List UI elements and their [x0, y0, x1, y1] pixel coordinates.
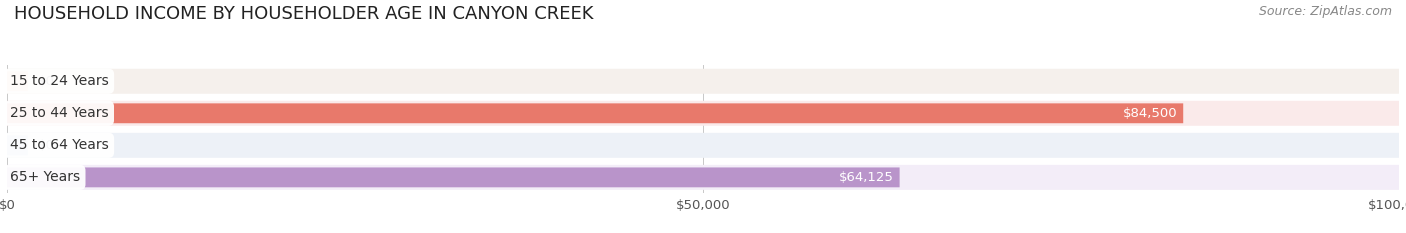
- Text: $64,125: $64,125: [839, 171, 894, 184]
- Text: $84,500: $84,500: [1123, 107, 1178, 120]
- Text: 65+ Years: 65+ Years: [10, 170, 80, 184]
- FancyBboxPatch shape: [7, 101, 1399, 126]
- Text: Source: ZipAtlas.com: Source: ZipAtlas.com: [1258, 5, 1392, 18]
- FancyBboxPatch shape: [7, 69, 1399, 94]
- Text: 15 to 24 Years: 15 to 24 Years: [10, 74, 108, 88]
- FancyBboxPatch shape: [7, 168, 900, 187]
- Text: $0: $0: [38, 75, 55, 88]
- FancyBboxPatch shape: [7, 133, 1399, 158]
- FancyBboxPatch shape: [7, 135, 28, 155]
- FancyBboxPatch shape: [7, 71, 28, 91]
- FancyBboxPatch shape: [7, 103, 1184, 123]
- Text: 25 to 44 Years: 25 to 44 Years: [10, 106, 108, 120]
- Text: 45 to 64 Years: 45 to 64 Years: [10, 138, 108, 152]
- Text: $0: $0: [38, 139, 55, 152]
- FancyBboxPatch shape: [7, 165, 1399, 190]
- Text: HOUSEHOLD INCOME BY HOUSEHOLDER AGE IN CANYON CREEK: HOUSEHOLD INCOME BY HOUSEHOLDER AGE IN C…: [14, 5, 593, 23]
